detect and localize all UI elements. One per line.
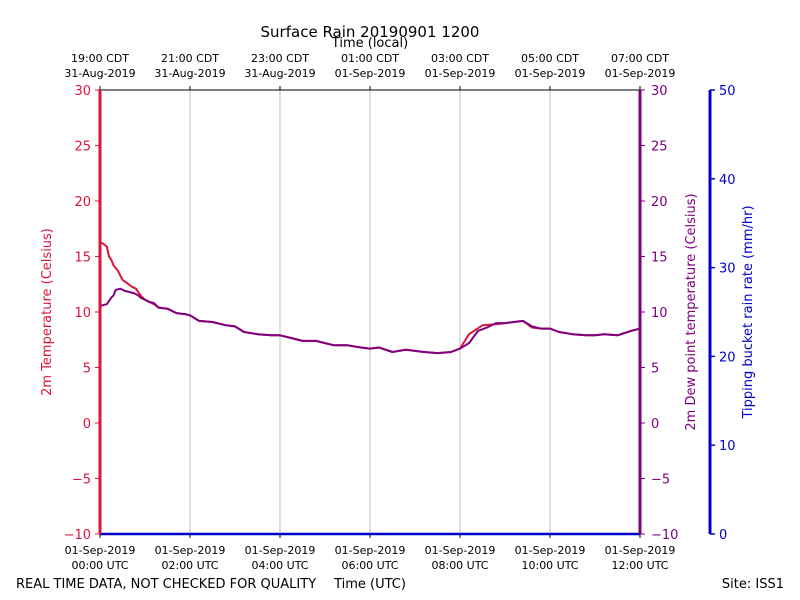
top-tick-date: 01-Sep-2019 xyxy=(425,67,496,80)
x-tick-time: 08:00 UTC xyxy=(431,559,488,572)
x-tick-date: 01-Sep-2019 xyxy=(335,544,406,557)
rain-rate-axis-label: Tipping bucket rain rate (mm/hr) xyxy=(741,205,756,419)
site-label: Site: ISS1 xyxy=(722,577,784,592)
temperature-axis-label: 2m Temperature (Celsius) xyxy=(40,228,55,396)
dewpoint-tick-label: 5 xyxy=(651,362,659,377)
top-tick-date: 31-Aug-2019 xyxy=(154,67,225,80)
top-tick-date: 01-Sep-2019 xyxy=(515,67,586,80)
temperature-tick-label: 25 xyxy=(74,140,91,155)
quality-disclaimer: REAL TIME DATA, NOT CHECKED FOR QUALITY xyxy=(16,577,316,592)
dewpoint-tick-label: −10 xyxy=(651,528,678,543)
temperature-tick-label: −5 xyxy=(72,473,91,488)
x-tick-time: 02:00 UTC xyxy=(161,559,218,572)
x-tick-date: 01-Sep-2019 xyxy=(425,544,496,557)
dewpoint-axis-label: 2m Dew point temperature (Celsius) xyxy=(684,193,699,430)
x-tick-time: 00:00 UTC xyxy=(71,559,128,572)
rain-rate-tick-label: 10 xyxy=(719,439,736,454)
chart-title: Surface Rain 20190901 1200 xyxy=(261,23,480,41)
top-tick-time: 05:00 CDT xyxy=(521,52,579,65)
x-tick-time: 10:00 UTC xyxy=(521,559,578,572)
dewpoint-tick-label: −5 xyxy=(651,473,670,488)
dewpoint-tick-label: 20 xyxy=(651,195,668,210)
rain-rate-tick-label: 0 xyxy=(719,528,727,543)
temperature-tick-label: 5 xyxy=(83,362,91,377)
x-tick-date: 01-Sep-2019 xyxy=(245,544,316,557)
x-tick-time: 12:00 UTC xyxy=(611,559,668,572)
top-tick-date: 01-Sep-2019 xyxy=(605,67,676,80)
dewpoint-tick-label: 30 xyxy=(651,84,668,99)
rain-rate-tick-label: 40 xyxy=(719,173,736,188)
dewpoint-tick-label: 15 xyxy=(651,251,668,266)
temperature-tick-label: 20 xyxy=(74,195,91,210)
x-tick-date: 01-Sep-2019 xyxy=(515,544,586,557)
temperature-tick-label: 15 xyxy=(74,251,91,266)
top-tick-date: 31-Aug-2019 xyxy=(244,67,315,80)
temperature-tick-label: 10 xyxy=(74,306,91,321)
x-tick-date: 01-Sep-2019 xyxy=(605,544,676,557)
top-tick-date: 31-Aug-2019 xyxy=(64,67,135,80)
dewpoint-tick-label: 25 xyxy=(651,140,668,155)
rain-rate-tick-label: 20 xyxy=(719,350,736,365)
x-tick-date: 01-Sep-2019 xyxy=(155,544,226,557)
temperature-tick-label: −10 xyxy=(64,528,91,543)
dewpoint-tick-label: 0 xyxy=(651,417,659,432)
top-tick-time: 01:00 CDT xyxy=(341,52,399,65)
top-tick-time: 19:00 CDT xyxy=(71,52,129,65)
grid-lines xyxy=(189,90,551,534)
top-tick-time: 03:00 CDT xyxy=(431,52,489,65)
2m-dew-point-temperature-series-line xyxy=(99,287,641,355)
x-axis-label: Time (UTC) xyxy=(333,577,406,592)
top-tick-date: 01-Sep-2019 xyxy=(335,67,406,80)
dewpoint-tick-label: 10 xyxy=(651,306,668,321)
x-tick-date: 01-Sep-2019 xyxy=(65,544,136,557)
top-tick-time: 21:00 CDT xyxy=(161,52,219,65)
rain-rate-tick-label: 50 xyxy=(719,84,736,99)
x-tick-time: 06:00 UTC xyxy=(341,559,398,572)
x-tick-time: 04:00 UTC xyxy=(251,559,308,572)
top-tick-time: 07:00 CDT xyxy=(611,52,669,65)
top-tick-time: 23:00 CDT xyxy=(251,52,309,65)
temperature-tick-label: 0 xyxy=(83,417,91,432)
top-axis-label: Time (local) xyxy=(331,36,408,51)
rain-rate-tick-label: 30 xyxy=(719,262,736,277)
tick-layer: 01-Sep-2019 00:00 UTC 01-Sep-2019 02:00 UTC… xyxy=(64,52,736,572)
temperature-tick-label: 30 xyxy=(74,84,91,99)
